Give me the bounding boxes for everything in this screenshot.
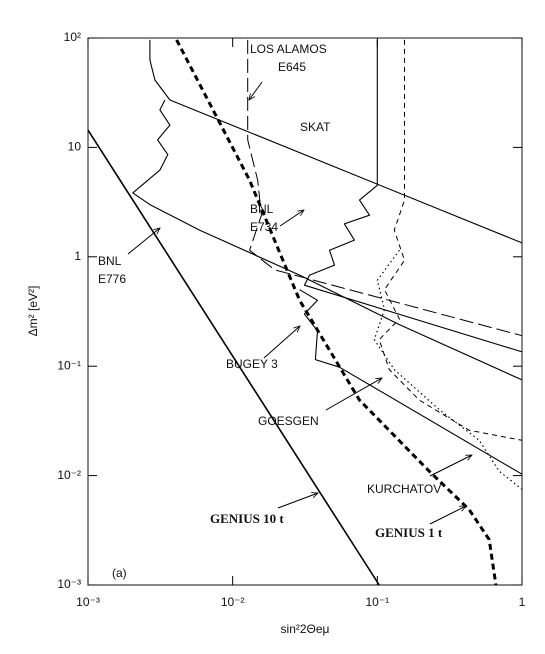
curve: [247, 39, 523, 337]
curve-label: LOS ALAMOS: [250, 42, 327, 56]
curve-label: GENIUS 10 t: [210, 511, 284, 526]
curve: [378, 39, 523, 441]
x-axis-label: sin²2Θeμ: [281, 622, 330, 636]
y-tick-label: 10⁻¹: [57, 358, 81, 372]
curve: [303, 39, 523, 353]
plot-frame: [87, 37, 523, 586]
label-arrow: [429, 455, 472, 477]
y-axis-label: Δm² [eV²]: [26, 286, 40, 337]
x-tick-label: 10⁻²: [221, 595, 245, 609]
curve: [132, 99, 523, 381]
label-arrow: [429, 506, 466, 525]
x-tick-label: 10⁻¹: [365, 595, 389, 609]
curve-label: BUGEY 3: [226, 357, 278, 371]
label-arrow: [127, 228, 160, 255]
label-arrow: [263, 326, 300, 359]
x-tick-label: 10⁻³: [76, 595, 100, 609]
panel-label: (a): [112, 566, 127, 580]
curve: [373, 249, 523, 490]
x-tick-label: 1: [519, 595, 526, 609]
label-arrow: [249, 81, 263, 100]
curve-label: SKAT: [300, 120, 331, 134]
label-arrow: [325, 378, 382, 411]
y-tick-label: 10: [68, 140, 82, 154]
curve: [149, 39, 523, 244]
label-arrow: [277, 493, 318, 509]
curve: [175, 39, 498, 586]
curve-label: BNL: [98, 254, 122, 268]
y-tick-label: 10²: [64, 30, 81, 44]
curve-label: KURCHATOV: [367, 482, 441, 496]
label-arrow: [279, 210, 304, 227]
curve-label: GENIUS 1 t: [375, 525, 443, 540]
curve-label: E734: [250, 220, 278, 234]
y-tick-label: 10⁻³: [57, 577, 81, 591]
curve-label: E776: [98, 272, 126, 286]
curve-label: BNL: [250, 202, 274, 216]
curve-label: E645: [278, 60, 306, 74]
curve: [87, 129, 380, 586]
y-tick-label: 1: [74, 249, 81, 263]
curve-label: GOESGEN: [258, 414, 319, 428]
y-tick-label: 10⁻²: [57, 468, 81, 482]
